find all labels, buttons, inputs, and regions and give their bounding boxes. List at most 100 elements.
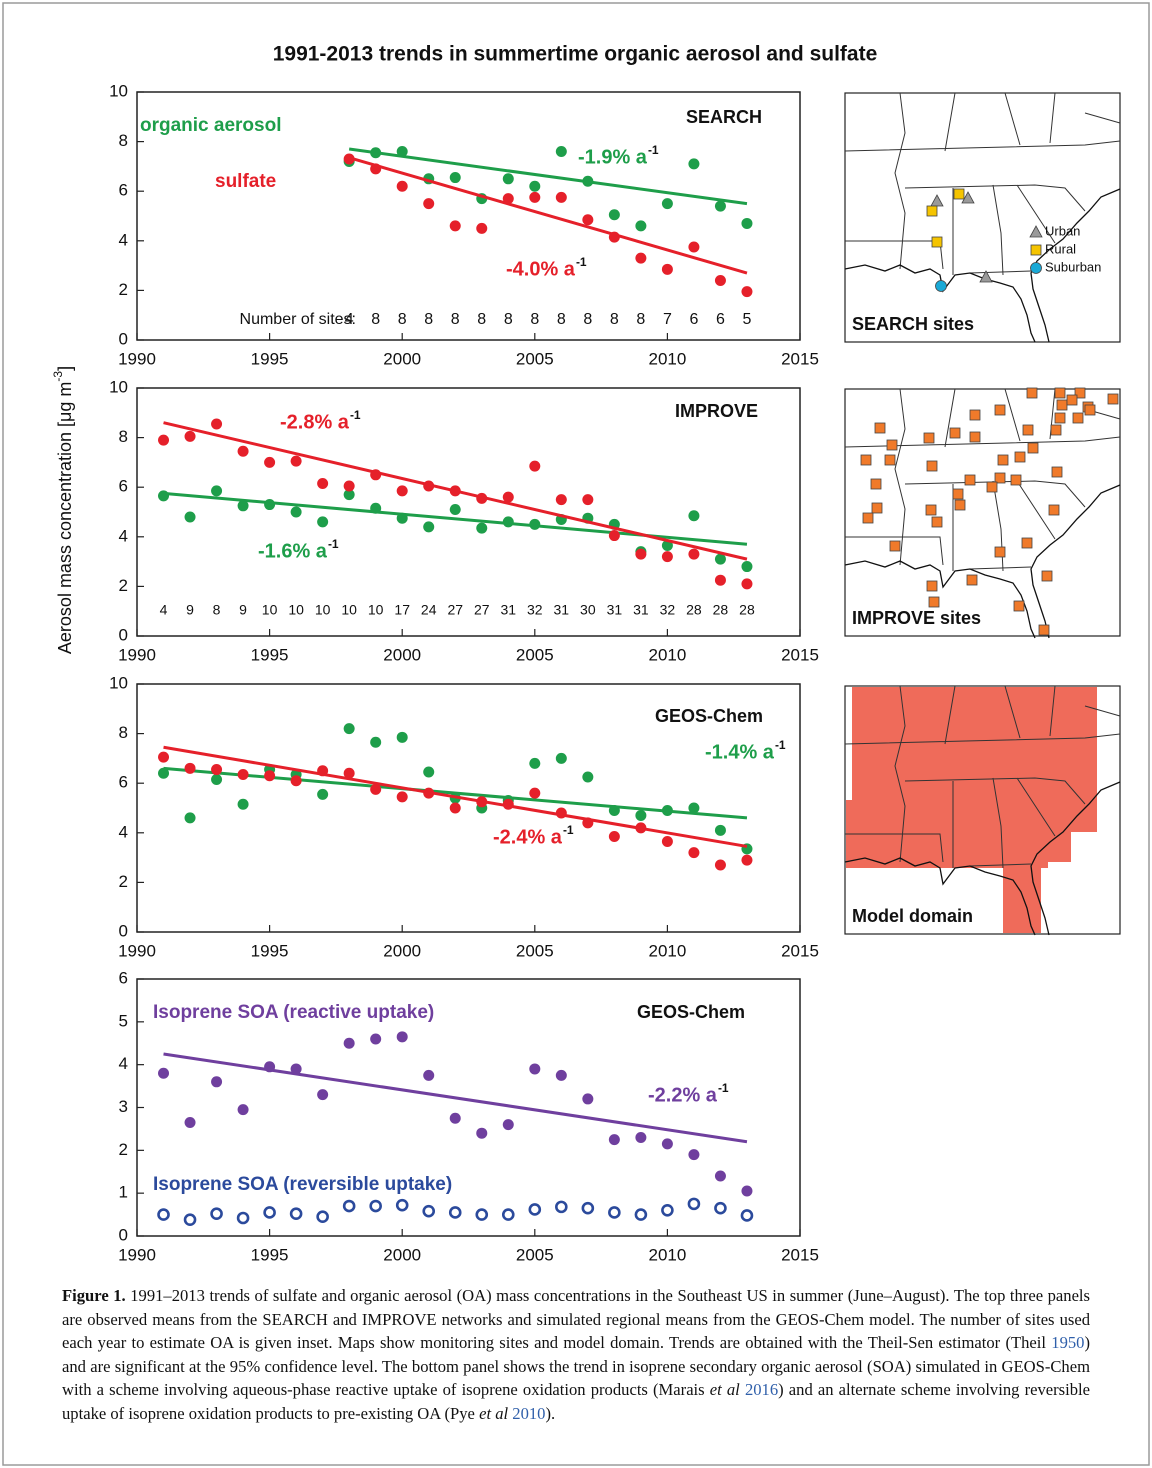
data-point bbox=[740, 1209, 754, 1222]
data-point bbox=[423, 1069, 435, 1081]
caption-text: ) and an alternate scheme involving reve… bbox=[62, 1380, 1090, 1423]
caption-text[interactable]: 1950 bbox=[1051, 1333, 1085, 1353]
data-point bbox=[714, 824, 726, 836]
data-point bbox=[290, 455, 302, 467]
data-point bbox=[635, 220, 647, 232]
data-point bbox=[396, 146, 408, 158]
data-point bbox=[184, 812, 196, 824]
caption: Figure 1. 1991–2013 trends of sulfate an… bbox=[62, 1284, 1090, 1426]
improve-site bbox=[1056, 399, 1068, 411]
x-tick-label: 2005 bbox=[516, 645, 554, 664]
data-point bbox=[370, 163, 382, 175]
plot-frame bbox=[136, 91, 801, 341]
y-tick-label: 6 bbox=[119, 968, 128, 987]
trend-label-sup: -1 bbox=[648, 143, 659, 157]
map-legend-label: Suburban bbox=[1045, 259, 1101, 274]
data-point bbox=[370, 736, 382, 748]
trend-label: -1.9% a bbox=[578, 146, 648, 168]
data-point bbox=[158, 434, 170, 446]
site-count: 8 bbox=[636, 311, 645, 328]
caption-label: Figure 1. bbox=[62, 1286, 126, 1305]
data-point bbox=[343, 767, 355, 779]
data-point bbox=[184, 1116, 196, 1128]
urban-site bbox=[961, 191, 975, 204]
improve-site bbox=[926, 460, 938, 472]
improve-site bbox=[997, 454, 1009, 466]
data-point bbox=[741, 578, 753, 590]
data-point bbox=[157, 1208, 170, 1221]
improve-site bbox=[862, 512, 874, 524]
improve-site bbox=[1027, 442, 1039, 454]
y-axis-label-part: Aerosol mass concentration [μg m bbox=[55, 382, 75, 655]
y-axis-label-part: -3 bbox=[51, 371, 65, 382]
improve-site bbox=[886, 439, 898, 451]
data-point bbox=[582, 214, 594, 226]
data-point bbox=[502, 491, 514, 503]
data-point bbox=[183, 1213, 197, 1227]
y-tick-label: 5 bbox=[119, 1011, 128, 1030]
data-point bbox=[661, 263, 673, 275]
x-tick-label: 1990 bbox=[118, 1245, 156, 1264]
data-point bbox=[502, 1119, 514, 1131]
improve-site bbox=[931, 516, 943, 528]
figure-title: 1991-2013 trends in summertime organic a… bbox=[273, 43, 878, 66]
data-point bbox=[529, 191, 541, 203]
y-tick-label: 10 bbox=[109, 377, 128, 396]
data-point bbox=[608, 831, 620, 843]
x-tick-label: 2005 bbox=[516, 349, 554, 368]
data-point bbox=[316, 1210, 329, 1224]
y-tick-label: 1 bbox=[119, 1183, 128, 1202]
data-point bbox=[476, 796, 488, 808]
data-point bbox=[158, 490, 170, 502]
data-point bbox=[476, 1127, 488, 1139]
series-label: sulfate bbox=[215, 171, 276, 192]
data-point bbox=[396, 731, 408, 743]
data-point bbox=[449, 485, 461, 497]
data-point bbox=[741, 286, 753, 298]
data-point bbox=[264, 499, 276, 511]
caption-text[interactable]: 2016 bbox=[744, 1380, 779, 1400]
data-point bbox=[581, 1201, 595, 1215]
data-point bbox=[264, 770, 276, 782]
series-label: Isoprene SOA (reversible uptake) bbox=[153, 1174, 452, 1195]
data-point bbox=[608, 231, 620, 243]
data-point bbox=[502, 173, 514, 185]
map-states bbox=[844, 685, 1121, 869]
data-point bbox=[714, 1170, 726, 1182]
site-count: 10 bbox=[288, 602, 304, 618]
data-point bbox=[237, 1104, 249, 1116]
plot-frame bbox=[136, 387, 801, 637]
data-point bbox=[555, 1069, 567, 1081]
improve-site bbox=[994, 546, 1006, 558]
improve-site bbox=[1041, 570, 1053, 582]
series-label: Isoprene SOA (reactive uptake) bbox=[153, 1002, 434, 1023]
data-point bbox=[211, 764, 223, 776]
data-point bbox=[635, 822, 647, 834]
map-coast bbox=[844, 188, 1121, 343]
y-tick-label: 10 bbox=[109, 673, 128, 692]
data-point bbox=[263, 1206, 276, 1219]
data-point bbox=[184, 430, 196, 442]
site-count: 4 bbox=[345, 311, 354, 328]
data-point bbox=[370, 1033, 382, 1045]
data-point bbox=[422, 1204, 436, 1218]
data-point bbox=[369, 1199, 382, 1213]
caption-text: ) and are significant at the 95% confide… bbox=[62, 1333, 1090, 1400]
improve-site bbox=[1026, 387, 1038, 399]
site-count: 17 bbox=[394, 602, 410, 618]
site-count: 8 bbox=[398, 311, 407, 328]
x-tick-label: 2005 bbox=[516, 941, 554, 960]
improve-site bbox=[860, 454, 872, 466]
data-point bbox=[342, 1199, 356, 1213]
data-point bbox=[688, 1149, 700, 1161]
data-point bbox=[661, 1204, 674, 1217]
site-count: 8 bbox=[504, 311, 513, 328]
caption-text[interactable]: 2010 bbox=[512, 1403, 546, 1423]
site-count: 8 bbox=[610, 311, 619, 328]
improve-site bbox=[952, 488, 964, 500]
site-count: 27 bbox=[474, 602, 490, 618]
data-point bbox=[343, 153, 355, 165]
data-point bbox=[555, 1200, 568, 1214]
data-point bbox=[343, 1037, 355, 1049]
